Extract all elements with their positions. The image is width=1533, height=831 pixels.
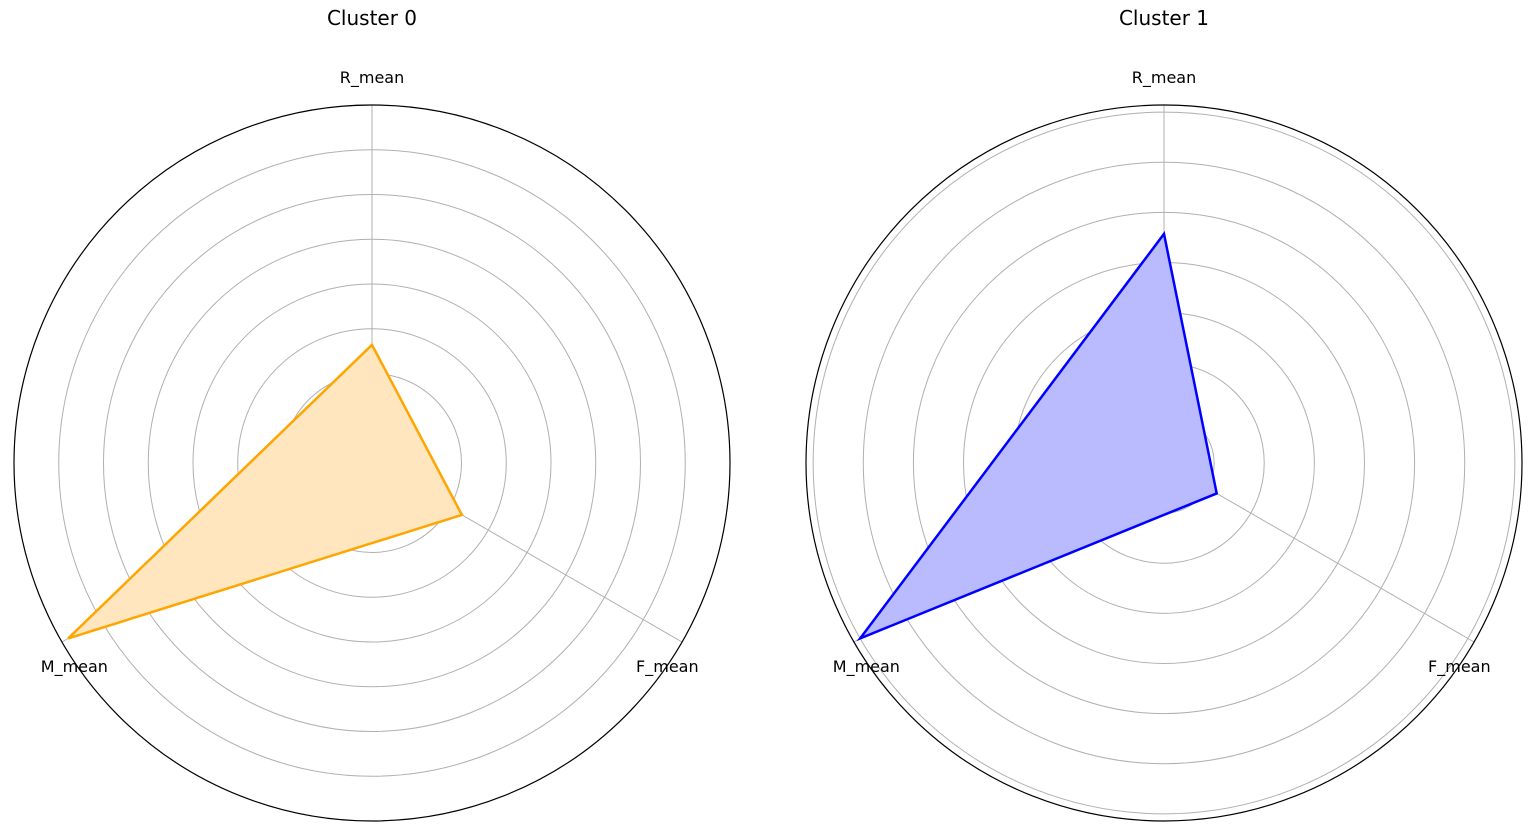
radar-chart-0: R_mean F_mean M_mean Cluster 0: [13, 6, 731, 822]
axis-label-F_mean: F_mean: [1428, 657, 1491, 677]
axis-label-F_mean: F_mean: [636, 657, 699, 677]
axis-label-R_mean: R_mean: [1132, 68, 1197, 88]
series-line: [67, 342, 464, 640]
axis-label-R_mean: R_mean: [340, 68, 405, 88]
radar-chart-1: R_mean F_mean M_mean Cluster 1: [805, 6, 1523, 822]
chart-title: Cluster 0: [327, 6, 417, 30]
series-area: [860, 233, 1217, 639]
axis-label-M_mean: M_mean: [41, 657, 108, 677]
outer-frame: [13, 104, 731, 822]
outer-frame: [805, 104, 1523, 822]
series-line: [856, 230, 1219, 642]
chart-title: Cluster 1: [1119, 6, 1209, 30]
axis-label-M_mean: M_mean: [833, 657, 900, 677]
series-area: [68, 344, 462, 639]
